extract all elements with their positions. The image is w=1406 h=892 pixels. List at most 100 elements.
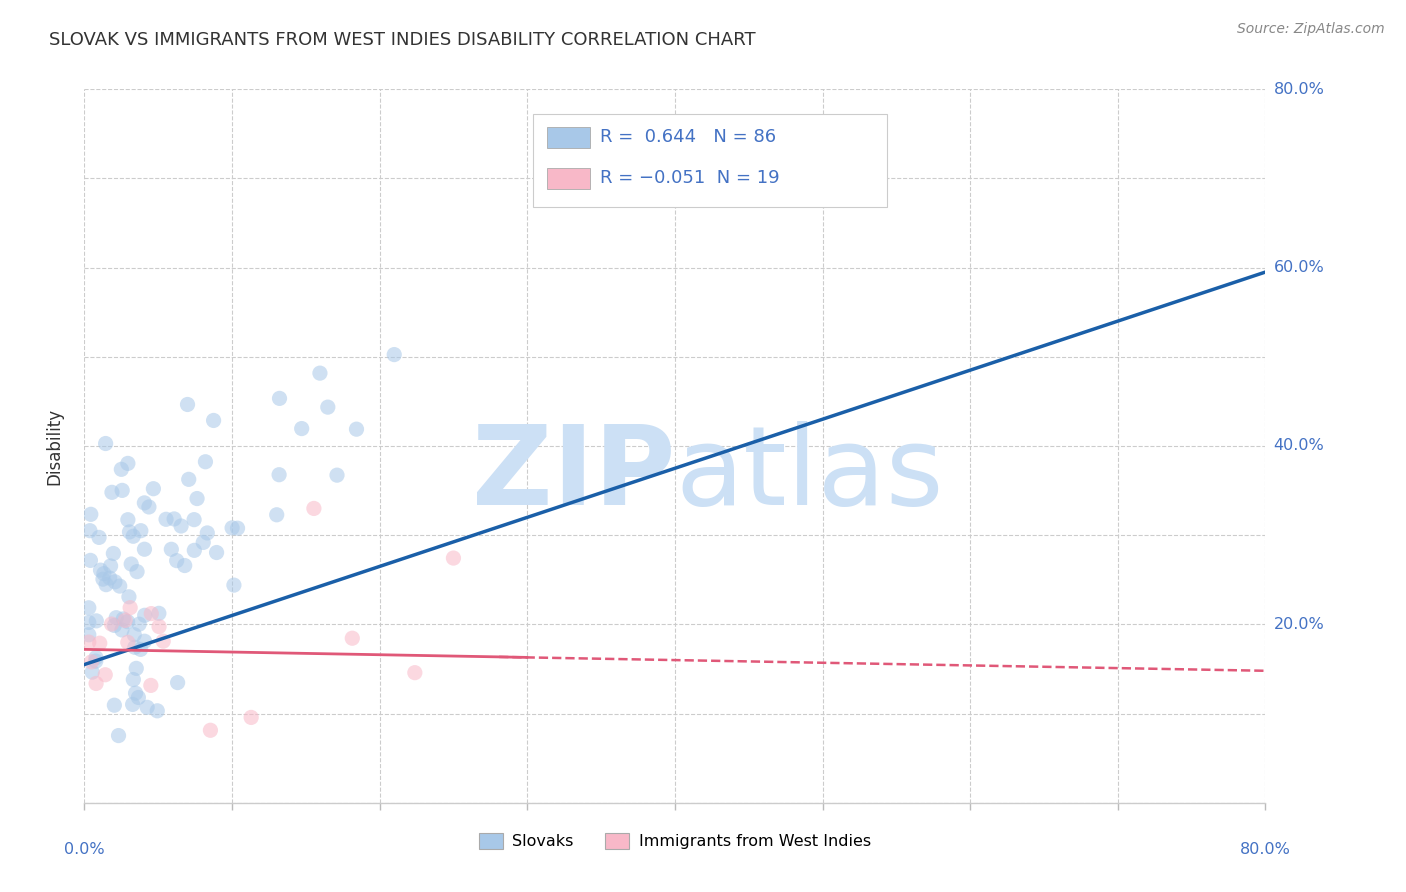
Text: 80.0%: 80.0% <box>1240 842 1291 857</box>
FancyBboxPatch shape <box>533 114 887 207</box>
Point <box>141 607 163 621</box>
Point <box>183 513 205 527</box>
Legend: Slovaks, Immigrants from West Indies: Slovaks, Immigrants from West Indies <box>472 826 877 855</box>
Point <box>125 565 148 579</box>
Point <box>103 698 125 713</box>
Point <box>94 667 117 681</box>
Point <box>193 535 215 549</box>
Point <box>122 628 145 642</box>
Point <box>86 614 108 628</box>
Point <box>101 485 124 500</box>
Point <box>112 612 135 626</box>
Point <box>205 545 228 559</box>
Point <box>82 665 104 680</box>
Point <box>194 455 217 469</box>
Point <box>266 508 288 522</box>
Point <box>117 513 139 527</box>
Point <box>302 501 325 516</box>
Point <box>226 521 249 535</box>
Point <box>111 483 134 498</box>
Text: R =  0.644   N = 86: R = 0.644 N = 86 <box>600 128 776 146</box>
Text: 40.0%: 40.0% <box>1274 439 1324 453</box>
Point <box>134 496 156 510</box>
Point <box>103 618 125 632</box>
Point <box>117 635 139 649</box>
Point <box>155 512 177 526</box>
Point <box>80 655 103 669</box>
Text: 20.0%: 20.0% <box>1274 617 1324 632</box>
Point <box>129 524 152 538</box>
Point <box>110 462 132 476</box>
Point <box>80 508 103 522</box>
Point <box>114 614 136 628</box>
Point <box>269 392 291 406</box>
Text: 0.0%: 0.0% <box>65 842 104 857</box>
Point <box>124 686 146 700</box>
Point <box>309 366 332 380</box>
Point <box>138 500 160 514</box>
Point <box>100 558 122 573</box>
Point <box>94 577 117 591</box>
Point <box>91 572 114 586</box>
Text: 80.0%: 80.0% <box>1274 82 1324 96</box>
Point <box>342 631 364 645</box>
Point <box>77 600 100 615</box>
Point <box>117 457 139 471</box>
Point <box>316 400 339 414</box>
Point <box>98 571 121 585</box>
Point <box>183 543 205 558</box>
Point <box>124 640 146 655</box>
Text: ZIP: ZIP <box>471 421 675 528</box>
Point <box>104 574 127 589</box>
Point <box>202 413 225 427</box>
Point <box>404 665 426 680</box>
Point <box>146 704 169 718</box>
Point <box>125 661 148 675</box>
Point <box>166 675 188 690</box>
Point <box>166 554 188 568</box>
Point <box>93 566 115 581</box>
Point <box>291 421 314 435</box>
Bar <box>547 127 591 148</box>
Point <box>142 482 165 496</box>
Point <box>117 615 139 629</box>
Point <box>77 628 100 642</box>
Point <box>122 529 145 543</box>
Point <box>134 608 156 623</box>
Point <box>87 530 110 544</box>
Point <box>118 524 141 539</box>
Point <box>148 619 170 633</box>
Point <box>89 636 111 650</box>
Point <box>136 700 159 714</box>
Point <box>120 600 142 615</box>
Text: R = −0.051  N = 19: R = −0.051 N = 19 <box>600 169 780 186</box>
Point <box>128 617 150 632</box>
Text: 60.0%: 60.0% <box>1274 260 1324 275</box>
Point <box>77 635 100 649</box>
Point <box>160 542 183 557</box>
Point <box>118 590 141 604</box>
Point <box>240 710 263 724</box>
Point <box>382 348 405 362</box>
Point <box>127 690 149 705</box>
Point <box>170 519 193 533</box>
Point <box>129 642 152 657</box>
Point <box>152 634 174 648</box>
Point <box>221 521 243 535</box>
Point <box>108 579 131 593</box>
Point <box>177 472 200 486</box>
Point <box>163 512 186 526</box>
Point <box>134 634 156 648</box>
Point <box>269 467 291 482</box>
Text: Source: ZipAtlas.com: Source: ZipAtlas.com <box>1237 22 1385 37</box>
Text: atlas: atlas <box>675 421 943 528</box>
Point <box>120 557 142 571</box>
Point <box>105 610 128 624</box>
Point <box>443 551 465 566</box>
Text: SLOVAK VS IMMIGRANTS FROM WEST INDIES DISABILITY CORRELATION CHART: SLOVAK VS IMMIGRANTS FROM WEST INDIES DI… <box>49 31 756 49</box>
Bar <box>547 168 591 189</box>
Point <box>134 542 156 557</box>
Point <box>84 676 107 690</box>
Point <box>148 607 170 621</box>
Point <box>111 623 134 637</box>
